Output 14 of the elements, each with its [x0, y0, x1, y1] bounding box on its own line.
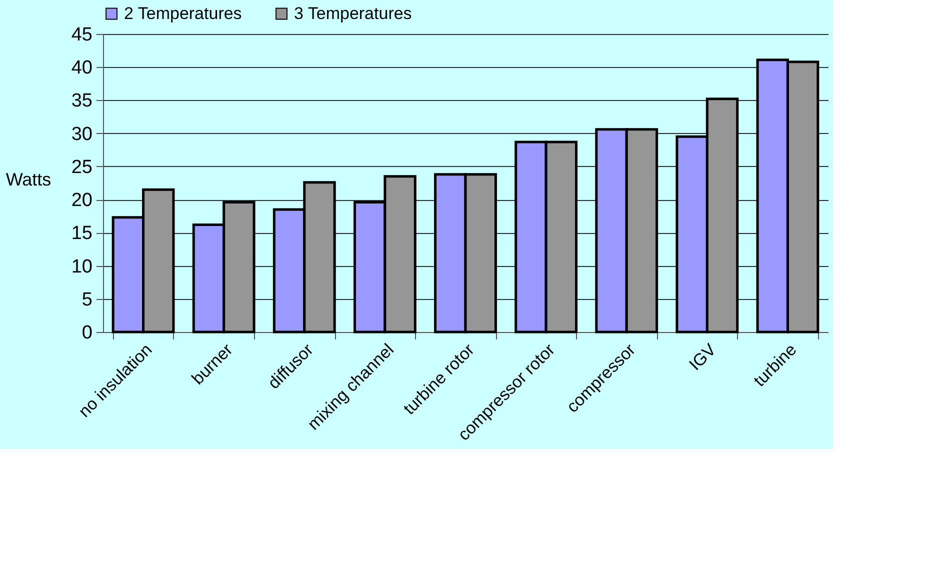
y-tick-label: 15	[71, 223, 92, 244]
legend-label: 2 Temperatures	[124, 4, 242, 23]
y-tick-label: 40	[71, 58, 92, 79]
y-tick-label: 0	[82, 322, 92, 344]
y-tick-label: 5	[82, 289, 92, 310]
y-tick-label: 35	[71, 90, 92, 112]
x-tick-label: IGV	[686, 340, 720, 374]
y-tick-label: 45	[71, 24, 92, 46]
legend-label: 3 Temperatures	[294, 4, 412, 23]
y-tick-label: 25	[71, 156, 92, 178]
y-tick-label: 10	[71, 256, 92, 278]
y-tick-label: 30	[71, 124, 92, 145]
y-tick-label: 20	[71, 190, 92, 212]
y-axis-title: Watts	[6, 170, 52, 190]
